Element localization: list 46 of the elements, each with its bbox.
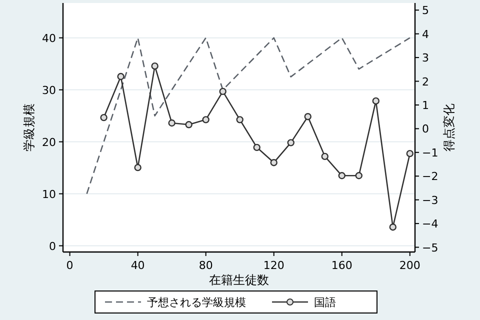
y2-tick-label: −5 [422, 241, 438, 254]
y-axis-title: 学級規模 [22, 104, 36, 152]
x-axis-title: 在籍生徒数 [209, 273, 269, 287]
point [117, 72, 124, 80]
point [338, 172, 346, 180]
point [406, 150, 414, 158]
point [372, 97, 380, 105]
y-tick-label: 20 [42, 136, 56, 149]
point [134, 164, 142, 172]
point [389, 224, 396, 231]
y2-tick-label: 4 [422, 28, 429, 41]
point [100, 114, 108, 122]
x-tick-label: 0 [66, 259, 74, 272]
legend-label: 国語 [314, 296, 336, 309]
y2-tick-label: 1 [422, 98, 429, 112]
legend-label: 予想される学級規模 [147, 296, 246, 309]
point [287, 139, 294, 146]
point [304, 112, 312, 120]
point [185, 121, 192, 128]
x-tick-label: 160 [331, 259, 352, 272]
point [168, 119, 176, 127]
y-tick-label: 10 [42, 188, 56, 201]
y2-axis-title: 得点変化 [442, 104, 456, 152]
y2-tick-label: −1 [422, 146, 438, 160]
y-tick-label: 0 [49, 240, 56, 253]
point [270, 158, 278, 166]
y2-tick-label: −4 [422, 218, 438, 231]
x-tick-label: 200 [399, 259, 420, 272]
y2-tick-label: −3 [422, 194, 438, 207]
y2-tick-label: 0 [422, 122, 429, 136]
y-tick-label: 30 [42, 84, 56, 97]
point [151, 62, 158, 70]
point [321, 152, 328, 160]
x-tick-label: 80 [198, 259, 213, 272]
point [253, 144, 260, 152]
x-tick-label: 40 [130, 259, 145, 272]
y2-tick-label: 5 [422, 4, 429, 18]
point [202, 116, 210, 124]
y2-tick-label: 2 [422, 75, 429, 88]
y-tick-label: 40 [42, 32, 56, 45]
y2-tick-label: −2 [422, 170, 438, 184]
x-tick-label: 120 [263, 259, 284, 272]
y2-tick-label: 3 [422, 52, 429, 65]
point [219, 88, 226, 96]
point [236, 116, 244, 124]
point [355, 172, 362, 180]
